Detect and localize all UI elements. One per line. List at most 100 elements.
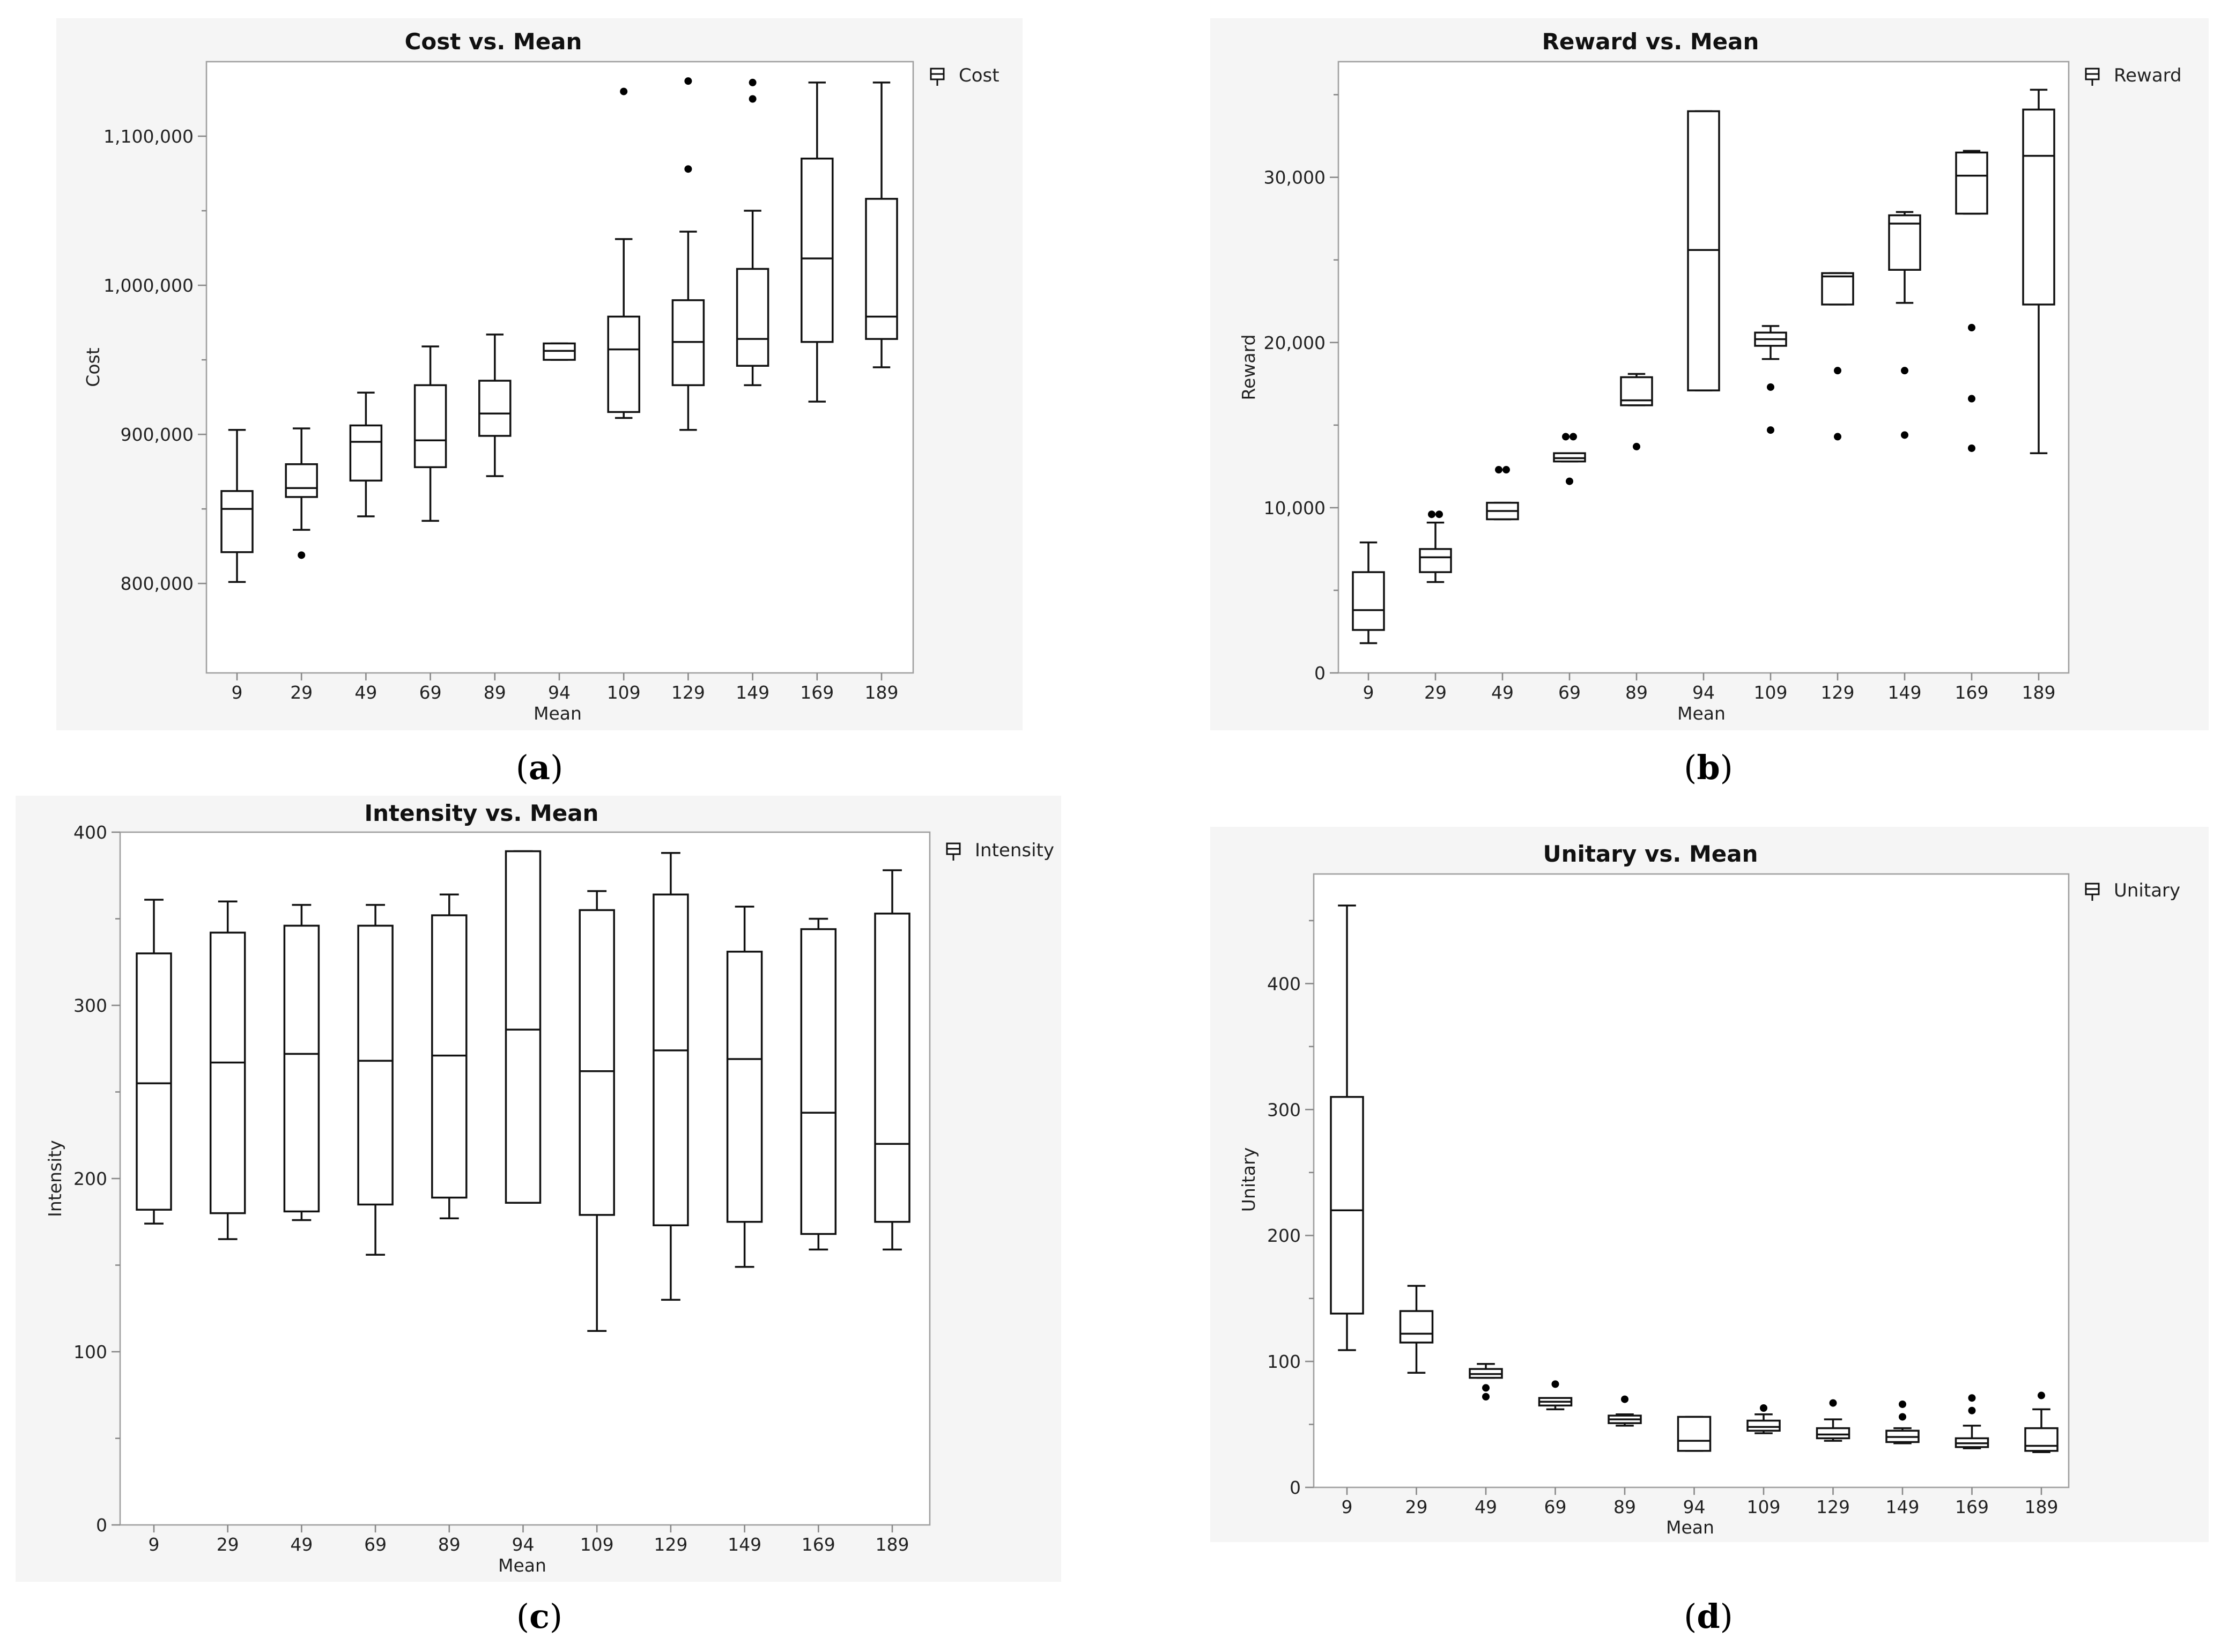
outlier-point [1968,324,1975,332]
box-plot-69 [413,345,447,522]
outlier-point [1901,367,1908,375]
iqr-box [726,951,763,1223]
caption-c: (c) [516,1597,562,1636]
iqr-box [1330,1096,1364,1315]
axis-ticks: 0 100 200 300 400 9 29 49 69 89 94 109 129 149 169 189 [73,822,909,1555]
box-plot-69 [357,903,394,1256]
iqr-box [1816,1427,1850,1440]
y-tick-label: 100 [1267,1351,1301,1372]
box-plot-49 [283,903,320,1221]
legend: Intensity [946,840,1054,861]
x-tick-label: 189 [2025,1497,2059,1517]
x-tick-label: 49 [354,682,377,703]
plot-area [205,61,914,674]
box-plot-189 [874,869,910,1251]
legend-label: Unitary [2114,880,2180,901]
x-tick-label: 94 [548,682,571,703]
x-tick-label: 149 [728,1534,761,1555]
box-plot-189 [865,82,898,368]
x-tick-label: 169 [1955,1497,1989,1517]
iqr-box [653,893,689,1226]
iqr-box [209,931,246,1214]
outlier-point [620,87,628,95]
outlier-point [1834,367,1841,375]
box-plot-149 [726,906,763,1268]
y-tick-label: 1,000,000 [103,275,194,296]
box-plot-169 [1955,150,1988,452]
x-tick-label: 109 [1747,1497,1781,1517]
y-tick-label: 30,000 [1264,167,1326,188]
iqr-box [1352,571,1385,631]
iqr-box [865,198,898,340]
x-tick-label: 9 [232,682,243,703]
x-tick-label: 149 [1888,682,1922,703]
y-tick-label: 10,000 [1264,498,1326,518]
outlier-point [1569,433,1577,441]
box-series [220,77,898,583]
y-axis-title: Intensity [45,1140,65,1217]
outlier-point [1899,1400,1906,1408]
chart-reward-vs-mean: Reward vs. Mean Mean Reward Reward 0 10,0… [1210,18,2209,730]
outlier-point [1901,431,1908,439]
box-plot-29 [1399,1285,1434,1374]
iqr-box [357,924,394,1206]
iqr-box [1419,548,1452,573]
x-tick-label: 169 [1955,682,1989,703]
outlier-point [1551,1380,1559,1388]
y-tick-label: 900,000 [121,424,194,445]
outlier-point [1502,466,1510,474]
x-tick-label: 69 [364,1534,387,1555]
box-plot-129 [1816,1399,1850,1442]
caption-letter: a [529,748,550,787]
x-axis-title: Mean [498,1555,546,1576]
y-tick-label: 0 [1290,1477,1301,1498]
box-series [136,850,910,1332]
box-plot-169 [801,82,834,403]
y-tick-label: 300 [1267,1099,1301,1120]
x-tick-label: 129 [654,1534,687,1555]
x-tick-label: 89 [1613,1497,1636,1517]
box-plot-94 [505,850,542,1204]
chart-cost-vs-mean: Cost vs. Mean Mean Cost Cost 800,000 900,… [56,18,1023,730]
box-plot-109 [1754,325,1787,434]
y-tick-label: 1,100,000 [103,126,194,147]
y-tick-label: 100 [73,1342,107,1362]
legend-label: Intensity [975,840,1054,861]
x-tick-label: 69 [419,682,442,703]
caption-letter: b [1697,748,1720,787]
iqr-box [478,380,512,437]
outlier-point [749,78,757,86]
box-plot-89 [1608,1395,1642,1427]
outlier-point [1968,395,1975,403]
box-plot-94 [1687,110,1720,391]
x-tick-label: 29 [1405,1497,1428,1517]
x-tick-label: 69 [1558,682,1581,703]
box-plot-94 [543,342,576,361]
box-plot-49 [1486,466,1519,521]
y-tick-label: 800,000 [121,573,194,594]
box-plot-189 [2022,88,2055,454]
iqr-box [800,928,837,1235]
x-tick-label: 9 [1342,1497,1353,1517]
x-axis-title: Mean [1677,703,1726,724]
iqr-box [283,924,320,1213]
box-plot-9 [1352,541,1385,644]
legend: Unitary [2085,880,2180,901]
box-plot-129 [653,852,689,1301]
iqr-box [285,463,318,498]
iqr-box [579,909,615,1216]
x-tick-label: 149 [736,682,769,703]
iqr-box [136,952,172,1211]
box-plot-89 [1620,373,1653,450]
x-tick-label: 129 [671,682,705,703]
iqr-box [1955,151,1988,215]
box-plot-94 [1677,1416,1712,1452]
box-series [1330,904,2059,1453]
y-tick-label: 300 [73,995,107,1016]
x-tick-label: 94 [512,1534,535,1555]
caption-b: (b) [1684,748,1733,787]
legend-box-icon [930,68,945,86]
box-plot-29 [285,427,318,559]
iqr-box [801,157,834,343]
chart-title: Intensity vs. Mean [365,800,599,826]
